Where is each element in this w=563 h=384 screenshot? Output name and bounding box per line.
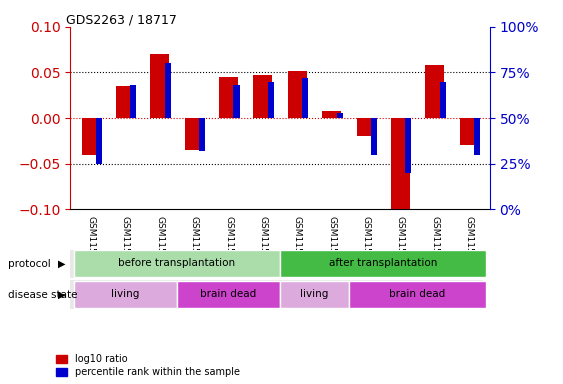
Bar xyxy=(474,118,480,155)
Bar xyxy=(185,118,204,150)
Bar xyxy=(74,281,177,308)
Bar xyxy=(280,250,486,277)
Bar xyxy=(253,75,272,118)
Text: brain dead: brain dead xyxy=(390,289,446,299)
Bar xyxy=(82,118,100,155)
Bar xyxy=(371,118,377,155)
Bar xyxy=(280,281,349,308)
Bar xyxy=(219,77,238,118)
Bar xyxy=(96,118,102,164)
Bar xyxy=(164,63,171,118)
Text: after transplantation: after transplantation xyxy=(329,258,437,268)
Bar xyxy=(268,82,274,118)
Legend: log10 ratio, percentile rank within the sample: log10 ratio, percentile rank within the … xyxy=(56,354,240,377)
Text: protocol: protocol xyxy=(8,259,51,269)
Bar xyxy=(405,118,412,173)
Bar xyxy=(234,85,240,118)
Bar xyxy=(356,118,376,136)
Bar xyxy=(302,78,309,118)
Text: brain dead: brain dead xyxy=(200,289,257,299)
Bar xyxy=(177,281,280,308)
Bar xyxy=(74,250,280,277)
Bar xyxy=(349,281,486,308)
Bar xyxy=(391,118,410,214)
Text: GDS2263 / 18717: GDS2263 / 18717 xyxy=(66,14,177,27)
Text: living: living xyxy=(300,289,329,299)
Bar xyxy=(150,54,169,118)
Bar xyxy=(116,86,135,118)
Bar xyxy=(426,65,444,118)
Text: ▶: ▶ xyxy=(58,290,65,300)
Bar xyxy=(199,118,205,151)
Text: disease state: disease state xyxy=(8,290,78,300)
Text: living: living xyxy=(111,289,140,299)
Bar xyxy=(440,82,446,118)
Bar xyxy=(322,111,341,118)
Bar xyxy=(130,85,136,118)
Bar xyxy=(460,118,479,146)
Text: ▶: ▶ xyxy=(58,259,65,269)
Text: before transplantation: before transplantation xyxy=(118,258,235,268)
Bar xyxy=(288,71,307,118)
Bar xyxy=(337,113,343,118)
